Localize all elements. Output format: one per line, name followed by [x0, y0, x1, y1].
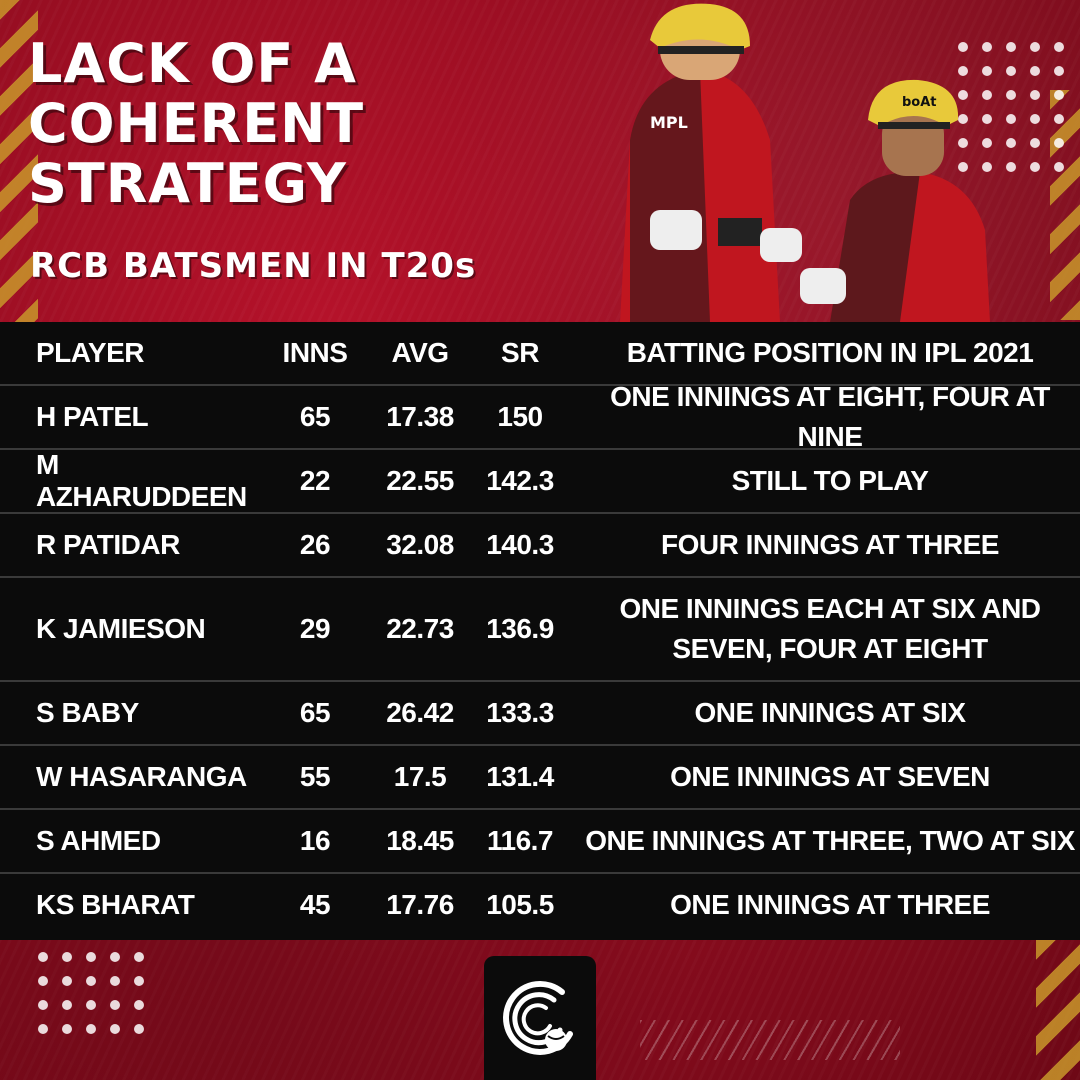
header-inns: INNS: [282, 337, 348, 368]
cell-inns: 65: [299, 401, 331, 432]
cell-sr: 142.3: [486, 465, 554, 496]
position-line: ONE INNINGS AT SIX: [694, 697, 966, 728]
cell-position: FOUR INNINGS AT THREE: [580, 525, 1080, 565]
position-line: ONE INNINGS AT THREE, TWO AT SIX: [585, 825, 1075, 856]
svg-text:boAt: boAt: [902, 95, 937, 110]
table-row: R PATIDAR 26 32.08 140.3 FOUR INNINGS AT…: [0, 514, 1080, 578]
players-photo: MPL boAt: [620, 3, 990, 322]
dot-grid-top-right: [958, 42, 1064, 172]
table-row: KS BHARAT 45 17.76 105.5 ONE INNINGS AT …: [0, 874, 1080, 936]
cell-avg: 22.73: [386, 613, 454, 644]
position-line: SEVEN, FOUR AT EIGHT: [672, 633, 988, 664]
cell-inns: 65: [299, 697, 331, 728]
position-line: FOUR INNINGS AT THREE: [661, 529, 999, 560]
cell-sr: 116.7: [486, 825, 554, 856]
cell-avg: 17.76: [386, 889, 454, 920]
cell-player: R PATIDAR: [36, 529, 180, 560]
cell-inns: 55: [299, 761, 331, 792]
dot-grid-bottom-left: [38, 952, 144, 1034]
cell-avg: 17.5: [393, 761, 447, 792]
cell-player: S AHMED: [36, 825, 161, 856]
table-row: W HASARANGA 55 17.5 131.4 ONE INNINGS AT…: [0, 746, 1080, 810]
header-sr: SR: [501, 337, 539, 368]
cell-player: S BABY: [36, 697, 139, 728]
cell-avg: 22.55: [386, 465, 454, 496]
position-line: ONE INNINGS AT SEVEN: [670, 761, 990, 792]
cell-player: KS BHARAT: [36, 889, 195, 920]
header-avg: AVG: [391, 337, 449, 368]
cell-position: ONE INNINGS AT SEVEN: [580, 757, 1080, 797]
cell-player: W HASARANGA: [36, 761, 247, 792]
cell-inns: 22: [299, 465, 331, 496]
cell-sr: 150: [497, 401, 543, 432]
cell-position: ONE INNINGS AT THREE, TWO AT SIX: [580, 821, 1080, 861]
stats-table: PLAYER INNS AVG SR BATTING POSITION IN I…: [0, 322, 1080, 940]
position-line: ONE INNINGS EACH AT SIX AND: [619, 593, 1041, 624]
cell-position: ONE INNINGS AT THREE: [580, 885, 1080, 925]
page-subtitle: RCB BATSMEN IN T20s: [30, 246, 477, 286]
cell-sr: 133.3: [486, 697, 554, 728]
cell-avg: 17.38: [386, 401, 454, 432]
svg-text:MPL: MPL: [650, 113, 688, 132]
cell-sr: 136.9: [486, 613, 554, 644]
position-line: ONE INNINGS AT EIGHT, FOUR AT NINE: [610, 381, 1050, 452]
title-line: STRATEGY: [28, 152, 347, 215]
cell-inns: 26: [299, 529, 331, 560]
cell-inns: 45: [299, 889, 331, 920]
title-line: COHERENT: [28, 92, 365, 155]
page-title: LACK OF A COHERENT STRATEGY: [28, 34, 588, 214]
cell-avg: 32.08: [386, 529, 454, 560]
gold-stripes-right: [1050, 90, 1080, 320]
cell-sr: 105.5: [486, 889, 554, 920]
table-row: H PATEL 65 17.38 150 ONE INNINGS AT EIGH…: [0, 381, 1080, 452]
table-row: S AHMED 16 18.45 116.7 ONE INNINGS AT TH…: [0, 810, 1080, 874]
cell-sr: 131.4: [486, 761, 554, 792]
gold-stripes-left: [0, 0, 38, 330]
cell-position: STILL TO PLAY: [580, 461, 1080, 501]
table-row: S BABY 65 26.42 133.3 ONE INNINGS AT SIX: [0, 682, 1080, 746]
cell-position: ONE INNINGS AT EIGHT, FOUR AT NINE: [580, 377, 1080, 457]
player-right: boAt: [800, 79, 990, 322]
cell-inns: 29: [299, 613, 331, 644]
gold-stripes-bottom-right: [1036, 940, 1080, 1080]
cell-player: H PATEL: [36, 401, 149, 432]
header-player: PLAYER: [36, 337, 145, 368]
cell-avg: 18.45: [386, 825, 454, 856]
cell-avg: 26.42: [386, 697, 454, 728]
title-line: LACK OF A: [28, 32, 357, 95]
table-row: K JAMIESON 29 22.73 136.9 ONE INNINGS EA…: [0, 578, 1080, 682]
cell-inns: 16: [299, 825, 331, 856]
cell-sr: 140.3: [486, 529, 554, 560]
cell-player: M AZHARUDDEEN: [36, 449, 247, 512]
brand-logo: [484, 956, 596, 1080]
header-position: BATTING POSITION IN IPL 2021: [626, 337, 1034, 368]
table-header: PLAYER INNS AVG SR BATTING POSITION IN I…: [0, 322, 1080, 386]
hatch-decoration: [640, 1020, 900, 1060]
cell-position: ONE INNINGS EACH AT SIX AND SEVEN, FOUR …: [580, 589, 1080, 669]
cell-player: K JAMIESON: [36, 613, 206, 644]
position-line: STILL TO PLAY: [731, 465, 929, 496]
position-line: ONE INNINGS AT THREE: [670, 889, 990, 920]
cell-position: ONE INNINGS AT SIX: [580, 693, 1080, 733]
player-left: MPL: [620, 3, 802, 322]
cricket-ball-logo-icon: [503, 980, 573, 1055]
table-row: M AZHARUDDEEN 22 22.55 142.3 STILL TO PL…: [0, 449, 1080, 514]
